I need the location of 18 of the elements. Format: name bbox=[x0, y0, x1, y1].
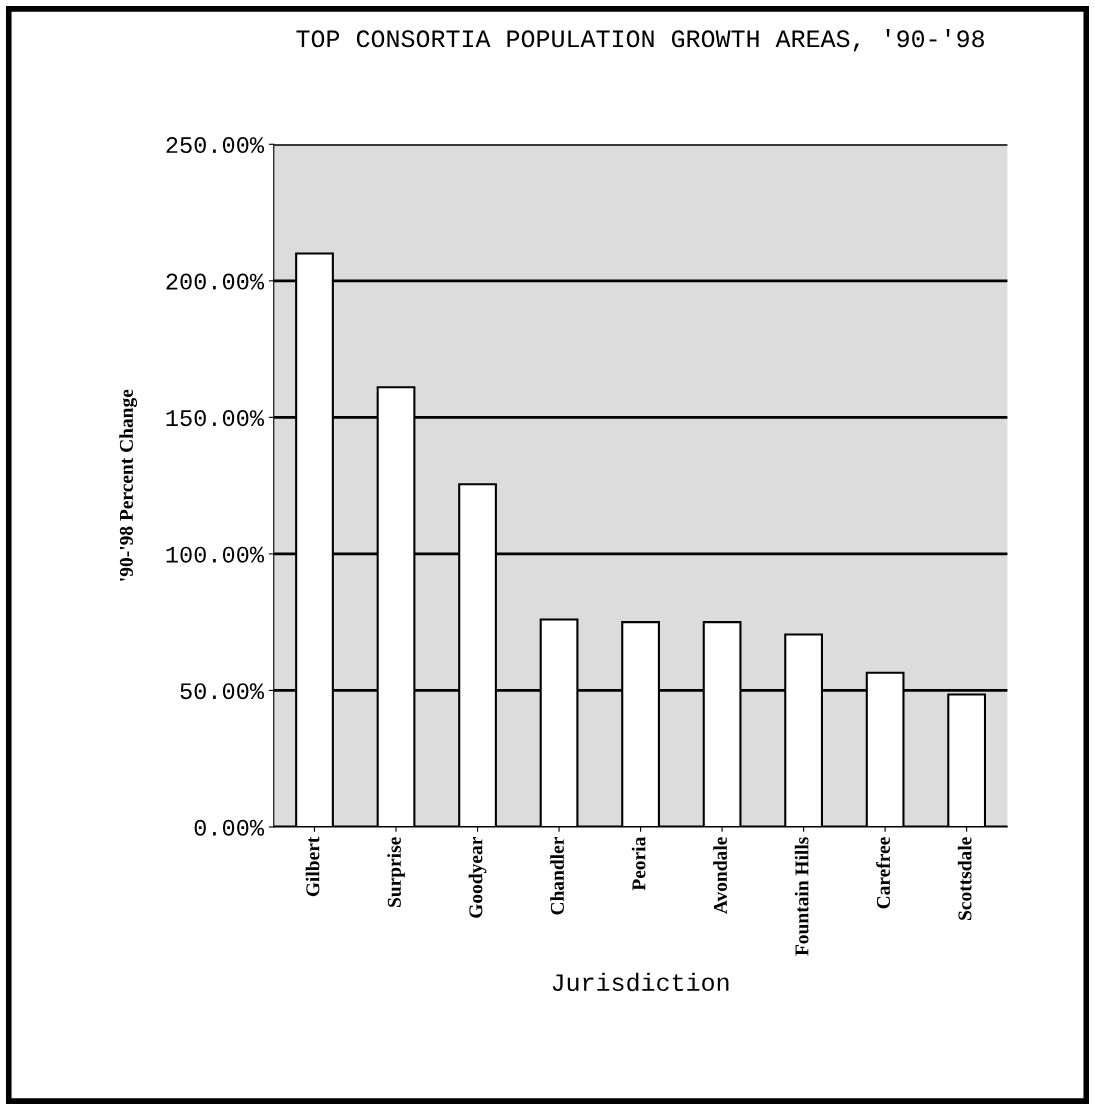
x-tick-label: Carefree bbox=[876, 837, 890, 909]
x-tick-label: Gilbert bbox=[305, 836, 320, 897]
y-tick-label: 50.00% bbox=[180, 683, 265, 700]
x-tick-label: Goodyear bbox=[468, 837, 487, 918]
y-axis-title: '90-'98 Percent Change bbox=[119, 389, 138, 581]
x-tick-label: Avondale bbox=[713, 837, 727, 914]
y-tick-label: 150.00% bbox=[166, 410, 265, 427]
x-tick-label: Scottsdale bbox=[957, 837, 972, 920]
y-tick-label: 0.00% bbox=[194, 819, 265, 836]
x-axis-title: Jurisdiction bbox=[552, 972, 729, 992]
x-tick-label: Fountain Hills bbox=[794, 837, 809, 956]
x-tick-label: Surprise bbox=[387, 837, 405, 907]
y-tick-label: 200.00% bbox=[166, 273, 265, 290]
x-tick-label: Peoria bbox=[631, 836, 646, 891]
y-tick-label: 250.00% bbox=[166, 137, 265, 154]
chart-title: TOP CONSORTIA POPULATION GROWTH AREAS, '90-'98 bbox=[296, 28, 984, 52]
x-tick-label: Chandler bbox=[550, 837, 564, 915]
y-tick-label: 100.00% bbox=[166, 546, 265, 563]
